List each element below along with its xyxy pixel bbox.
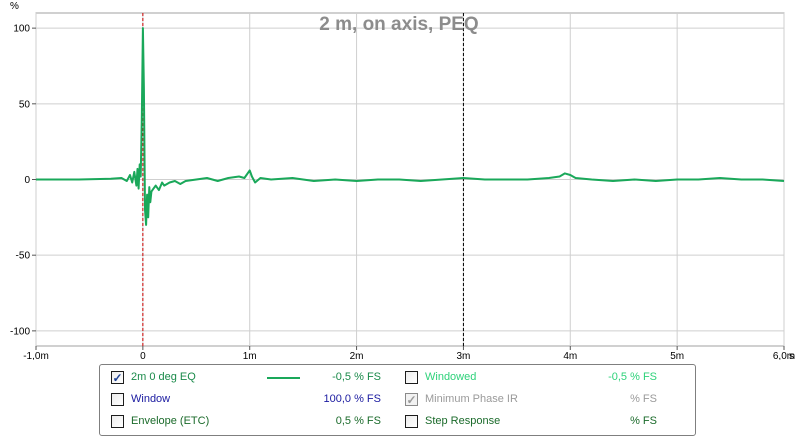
legend-label: 2m 0 deg EQ <box>131 371 196 383</box>
legend-value: -0,5 % FS <box>608 371 657 383</box>
x-tick-label: 0 <box>140 351 146 360</box>
legend-item-envelope-etc[interactable]: Envelope (ETC) 0,5 % FS <box>111 411 381 433</box>
legend-checkbox: ✓ <box>405 393 418 406</box>
legend-label: Minimum Phase IR <box>425 393 518 405</box>
series-group <box>36 27 785 226</box>
legend-item-2m-0-deg-eq[interactable]: ✓ 2m 0 deg EQ -0,5 % FS <box>111 367 381 389</box>
legend-label: Envelope (ETC) <box>131 415 210 427</box>
x-tick-label: 6,0m <box>773 351 795 360</box>
series-line <box>36 27 785 226</box>
legend-checkbox[interactable] <box>111 393 124 406</box>
y-tick-label: 100 <box>13 24 30 35</box>
legend-checkbox[interactable]: ✓ <box>111 371 124 384</box>
legend-checkbox[interactable] <box>405 371 418 384</box>
legend-value: % FS <box>630 393 657 405</box>
legend-item-minimum-phase-ir: ✓ Minimum Phase IR % FS <box>405 389 681 411</box>
chart-title: 2 m, on axis, PEQ <box>319 14 478 35</box>
legend-item-windowed[interactable]: Windowed -0,5 % FS <box>405 367 681 389</box>
y-axis-unit: % <box>10 1 19 12</box>
legend-item-window[interactable]: Window 100,0 % FS <box>111 389 381 411</box>
x-tick-label: -1,0m <box>23 351 49 360</box>
x-tick-label: 3m <box>456 351 470 360</box>
y-tick-label: -50 <box>16 251 31 262</box>
legend-checkbox[interactable] <box>405 415 418 428</box>
x-axis-unit: s <box>789 351 794 360</box>
y-tick-label: -100 <box>10 326 30 337</box>
y-tick-label: 50 <box>19 99 31 110</box>
x-tick-label: 2m <box>350 351 364 360</box>
legend-label: Step Response <box>425 415 501 427</box>
x-axis-ticks: -1,0m 0 1m 2m 3m 4m 5m 6,0m <box>23 346 795 360</box>
legend-value: % FS <box>630 415 657 427</box>
legend-value: -0,5 % FS <box>332 371 381 383</box>
legend-value: 0,5 % FS <box>335 415 381 427</box>
legend-value: 100,0 % FS <box>323 393 381 405</box>
legend-item-step-response[interactable]: Step Response % FS <box>405 411 681 433</box>
x-tick-label: 4m <box>563 351 577 360</box>
legend-checkbox[interactable] <box>111 415 124 428</box>
legend-label: Window <box>131 393 171 405</box>
legend-label: Windowed <box>425 371 477 383</box>
x-tick-label: 1m <box>243 351 257 360</box>
legend-panel: ✓ 2m 0 deg EQ -0,5 % FS Window 100,0 % F… <box>99 364 696 436</box>
series-line-swatch <box>267 377 300 379</box>
checkmark-icon: ✓ <box>112 370 123 385</box>
impulse-response-chart: -1,0m 0 1m 2m 3m 4m 5m 6,0m 100 50 0 -50 -100 % s 2… <box>10 1 795 360</box>
checkmark-icon: ✓ <box>406 392 417 407</box>
x-tick-label: 5m <box>670 351 684 360</box>
y-axis-ticks: 100 50 0 -50 -100 <box>10 24 36 337</box>
y-tick-label: 0 <box>24 175 30 186</box>
